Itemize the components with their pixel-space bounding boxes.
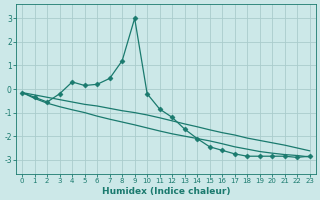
X-axis label: Humidex (Indice chaleur): Humidex (Indice chaleur): [102, 187, 230, 196]
